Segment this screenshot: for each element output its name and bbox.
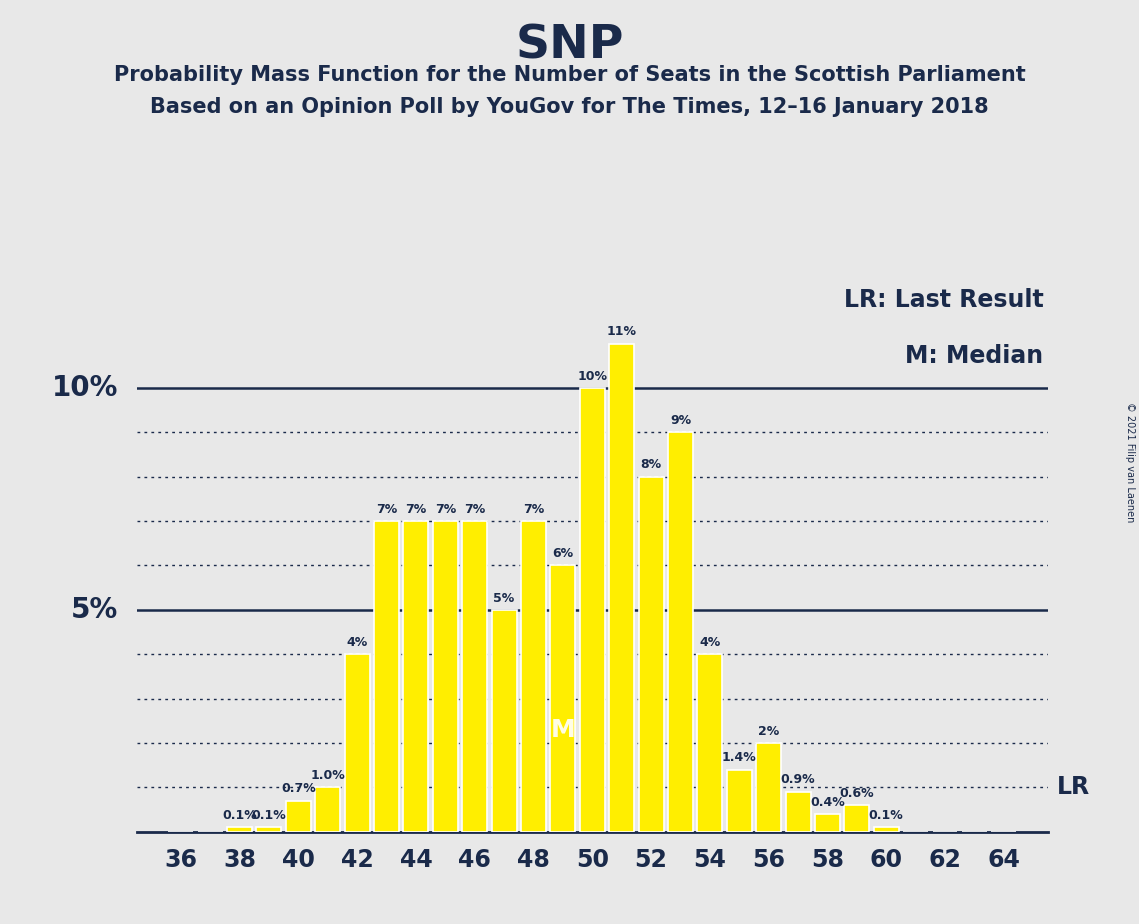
Bar [609, 344, 634, 832]
Text: SNP: SNP [515, 23, 624, 68]
Bar [844, 805, 869, 832]
Bar [492, 610, 517, 832]
Bar [374, 521, 399, 832]
Text: 7%: 7% [405, 503, 426, 516]
Bar [786, 792, 811, 832]
Text: 6%: 6% [552, 547, 573, 560]
Text: 0.9%: 0.9% [780, 773, 816, 786]
Text: 0.1%: 0.1% [869, 808, 903, 821]
Text: M: Median: M: Median [906, 344, 1043, 368]
Text: Probability Mass Function for the Number of Seats in the Scottish Parliament: Probability Mass Function for the Number… [114, 65, 1025, 85]
Text: 1.0%: 1.0% [310, 769, 345, 782]
Text: 0.1%: 0.1% [252, 808, 286, 821]
Text: 4%: 4% [346, 636, 368, 649]
Text: © 2021 Filip van Laenen: © 2021 Filip van Laenen [1125, 402, 1134, 522]
Bar [727, 770, 752, 832]
Bar [667, 432, 693, 832]
Bar [521, 521, 546, 832]
Bar [874, 827, 899, 832]
Text: LR: Last Result: LR: Last Result [844, 288, 1043, 312]
Text: 7%: 7% [435, 503, 456, 516]
Text: Based on an Opinion Poll by YouGov for The Times, 12–16 January 2018: Based on an Opinion Poll by YouGov for T… [150, 97, 989, 117]
Text: 7%: 7% [464, 503, 485, 516]
Text: 5%: 5% [72, 596, 118, 624]
Text: 0.4%: 0.4% [810, 796, 845, 808]
Text: 7%: 7% [523, 503, 544, 516]
Text: 11%: 11% [607, 325, 637, 338]
Bar [433, 521, 458, 832]
Text: 1.4%: 1.4% [722, 751, 756, 764]
Text: 0.7%: 0.7% [281, 783, 316, 796]
Bar [256, 827, 281, 832]
Bar [814, 814, 839, 832]
Bar [756, 743, 781, 832]
Text: 10%: 10% [577, 370, 607, 383]
Bar [550, 565, 575, 832]
Text: M: M [550, 719, 575, 743]
Bar [403, 521, 428, 832]
Bar [580, 388, 605, 832]
Bar [345, 654, 370, 832]
Text: 10%: 10% [52, 374, 118, 402]
Text: 5%: 5% [493, 591, 515, 604]
Bar [316, 787, 341, 832]
Bar [462, 521, 487, 832]
Bar [227, 827, 252, 832]
Text: 0.6%: 0.6% [839, 786, 874, 799]
Text: 8%: 8% [640, 458, 662, 471]
Text: 2%: 2% [759, 724, 779, 737]
Text: LR: LR [1057, 775, 1090, 799]
Text: 9%: 9% [670, 414, 691, 427]
Bar [697, 654, 722, 832]
Bar [639, 477, 664, 832]
Text: 4%: 4% [699, 636, 721, 649]
Text: 7%: 7% [376, 503, 398, 516]
Text: 0.1%: 0.1% [222, 808, 257, 821]
Bar [286, 800, 311, 832]
